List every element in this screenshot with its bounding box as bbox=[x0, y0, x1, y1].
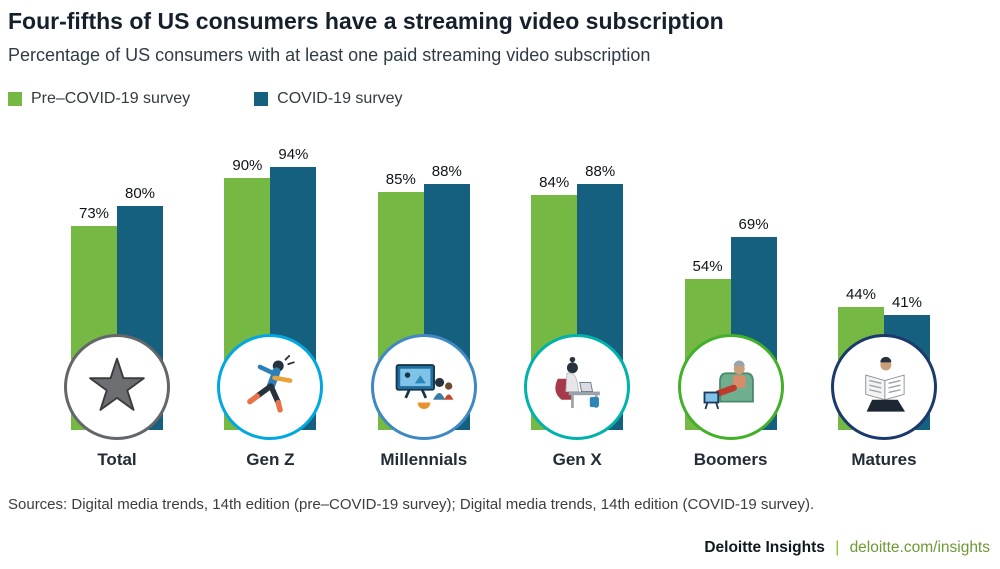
bar-value-label: 69% bbox=[738, 216, 769, 233]
category-label: Gen X bbox=[552, 450, 602, 470]
bar-value-label: 80% bbox=[124, 185, 156, 203]
category-icon-circle bbox=[370, 334, 477, 441]
chart: 73% 80% Total 90% 94% Gen Z 85% 88% Millennials 8… bbox=[57, 146, 944, 470]
category-icon-circle bbox=[64, 334, 170, 441]
legend-label: Pre–COVID-19 survey bbox=[31, 90, 191, 108]
bar-value-label: 41% bbox=[891, 294, 922, 312]
category-icon-circle bbox=[830, 334, 937, 441]
category-label: Matures bbox=[851, 450, 917, 470]
chart-group: 54% 69% Boomers bbox=[671, 166, 791, 470]
header: Four-fifths of US consumers have a strea… bbox=[0, 0, 1000, 66]
legend-label: COVID-19 survey bbox=[277, 90, 403, 108]
category-label: Millennials bbox=[380, 450, 468, 470]
legend: Pre–COVID-19 survey COVID-19 survey bbox=[8, 90, 1000, 108]
bar-value-label: 44% bbox=[845, 286, 876, 303]
brand-divider: | bbox=[835, 539, 840, 556]
covid-swatch-icon bbox=[254, 92, 269, 107]
family-watching-tv-icon bbox=[392, 355, 456, 419]
pre-covid-swatch-icon bbox=[8, 92, 22, 107]
category-label: Gen Z bbox=[246, 450, 295, 470]
person-with-laptop-icon bbox=[545, 355, 609, 419]
chart-group: 85% 88% Millennials bbox=[364, 162, 484, 470]
chart-group: 90% 94% Gen Z bbox=[210, 146, 330, 470]
sources-note: Sources: Digital media trends, 14th edit… bbox=[8, 496, 815, 514]
brand-link[interactable]: deloitte.com/insights bbox=[849, 539, 990, 556]
dancing-person-icon bbox=[238, 355, 302, 419]
star-icon bbox=[84, 354, 150, 420]
legend-item-covid: COVID-19 survey bbox=[254, 90, 403, 108]
page-title: Four-fifths of US consumers have a strea… bbox=[8, 8, 724, 34]
brand-name: Deloitte Insights bbox=[704, 539, 825, 556]
bar-value-label: 84% bbox=[539, 174, 570, 191]
person-reading-newspaper-icon bbox=[852, 355, 916, 419]
brand-footer: Deloitte Insights | deloitte.com/insight… bbox=[704, 539, 990, 557]
page-subtitle: Percentage of US consumers with at least… bbox=[8, 44, 651, 65]
bar-value-label: 88% bbox=[585, 162, 616, 180]
bar-value-label: 54% bbox=[692, 258, 723, 275]
category-icon-circle bbox=[217, 334, 324, 441]
category-label: Total bbox=[97, 450, 137, 470]
bar-value-label: 90% bbox=[232, 157, 263, 175]
bar-value-label: 88% bbox=[431, 162, 462, 180]
chart-group: 84% 88% Gen X bbox=[517, 162, 637, 470]
chart-group: 73% 80% Total bbox=[57, 166, 177, 470]
bar-value-label: 85% bbox=[385, 171, 416, 189]
chart-group: 44% 41% Matures bbox=[824, 166, 944, 470]
legend-item-pre-covid: Pre–COVID-19 survey bbox=[8, 90, 190, 108]
category-icon-circle bbox=[524, 334, 631, 441]
bar-value-label: 73% bbox=[78, 204, 110, 222]
bar-value-label: 94% bbox=[278, 146, 309, 163]
person-in-armchair-icon bbox=[699, 355, 763, 419]
category-label: Boomers bbox=[693, 450, 768, 470]
category-icon-circle bbox=[677, 334, 784, 441]
